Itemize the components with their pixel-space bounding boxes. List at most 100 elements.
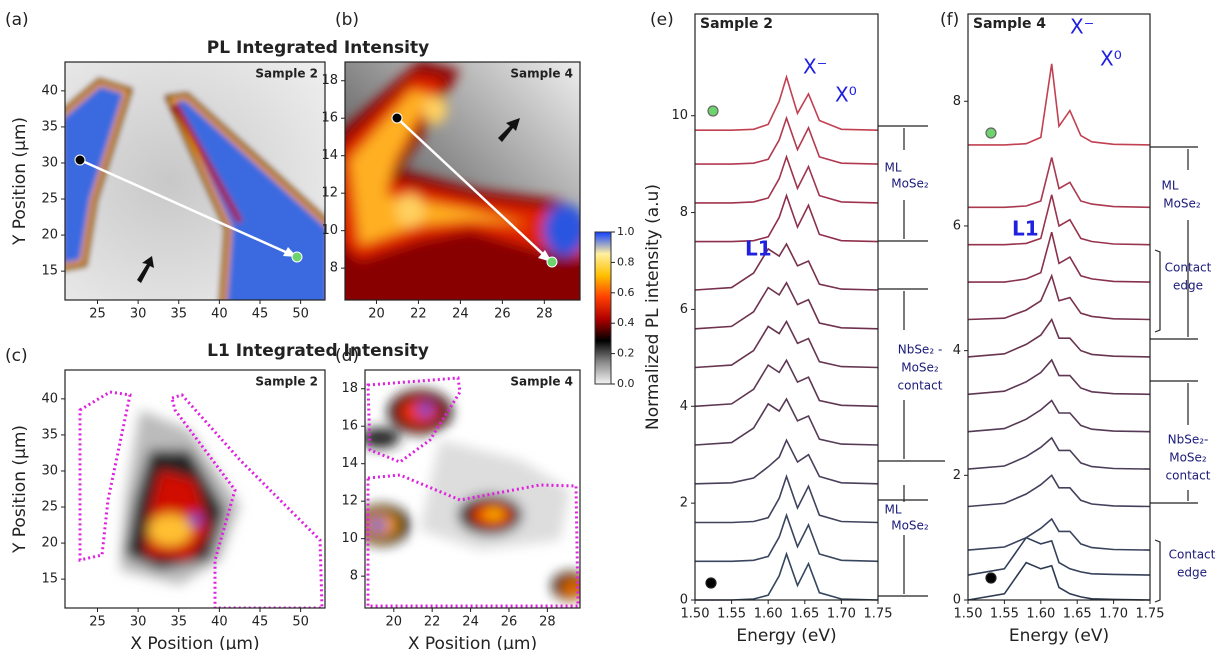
y-tick-label: 16 (341, 419, 358, 434)
heatmap-c (65, 370, 325, 608)
y-tick-label: 35 (41, 427, 58, 442)
y-tick-label: 15 (41, 264, 58, 279)
x-tick-label: 22 (424, 615, 441, 630)
heatmap-b (345, 62, 580, 300)
spectrum (695, 74, 879, 131)
panel-label: (a) (5, 10, 29, 30)
panel-label: (c) (5, 346, 28, 366)
annotation: X⁻ (803, 55, 827, 79)
spectrum (967, 517, 1151, 551)
x-tick-label: 40 (211, 615, 228, 630)
x-tick-label: 1.55 (717, 607, 746, 622)
y-tick-label: 30 (41, 155, 58, 170)
x-tick-label: 30 (130, 615, 147, 630)
colorbar-tick-label: 0.4 (617, 316, 635, 329)
y-tick-label: 4 (953, 343, 961, 358)
y-tick-label: 10 (321, 223, 338, 238)
x-tick-label: 1.70 (1099, 607, 1128, 622)
y-tick-label: 14 (321, 148, 338, 163)
y-tick-label: 12 (341, 494, 358, 509)
annotation: MoSe₂ (901, 361, 939, 375)
x-tick-label: 26 (501, 615, 518, 630)
y-tick-label: 8 (330, 261, 338, 276)
colorbar-tick-label: 0.2 (617, 347, 635, 360)
x-tick-label: 1.60 (754, 607, 783, 622)
panel-label: (e) (650, 10, 674, 30)
annotation: L1 (1012, 217, 1039, 241)
brackets-f (705, 105, 1198, 603)
spectrum (967, 273, 1151, 321)
sample-label: Sample 2 (255, 67, 318, 81)
x-tick-label: 28 (536, 307, 553, 322)
x-tick-label: 1.65 (1063, 607, 1092, 622)
annotation: X⁰ (835, 83, 857, 107)
plot-frame (344, 61, 581, 301)
plot-frame (64, 61, 326, 301)
y-tick-label: 20 (41, 536, 58, 551)
x-axis-label: Energy (eV) (1009, 626, 1109, 646)
y-tick-label: 18 (341, 381, 358, 396)
spectrum (968, 157, 1151, 209)
x-tick-label: 25 (89, 307, 106, 322)
x-tick-label: 25 (89, 615, 106, 630)
y-tick-label: 0 (953, 593, 961, 608)
sample-label: Sample 4 (510, 375, 573, 389)
x-tick-label: 26 (494, 307, 511, 322)
spectrum (968, 63, 1151, 146)
y-tick-label: 2 (953, 468, 961, 483)
annotation: Contact (1169, 548, 1216, 562)
y-tick-label: 6 (680, 302, 688, 317)
x-tick-label: 50 (292, 615, 309, 630)
annotation: contact (898, 379, 943, 393)
y-tick-label: 8 (953, 94, 961, 109)
annotation: L1 (745, 237, 772, 261)
x-tick-label: 1.50 (954, 607, 983, 622)
spectrum (967, 436, 1151, 470)
spectrum (695, 193, 879, 243)
x-tick-label: 20 (386, 615, 403, 630)
spectrum (695, 474, 879, 524)
colorbar-tick-label: 0.0 (617, 377, 635, 390)
spectrum (967, 536, 1151, 576)
heatmap-d (365, 370, 580, 608)
spectrum (695, 154, 879, 204)
x-tick-label: 28 (539, 615, 556, 630)
x-tick-label: 24 (452, 307, 469, 322)
annotation: MoSe₂ (891, 519, 929, 533)
panel-label: (f) (940, 10, 959, 30)
spectrum (695, 512, 879, 563)
colorbar-tick-label: 0.8 (617, 255, 635, 268)
x-tick-label: 45 (252, 307, 269, 322)
spectrum (694, 319, 879, 369)
y-tick-label: 40 (41, 391, 58, 406)
annotation: ML (884, 503, 901, 517)
annotation: Contact (1165, 261, 1212, 275)
annotation: X⁰ (1100, 47, 1122, 71)
x-axis-label: X Position (μm) (408, 634, 537, 650)
spectrum (695, 115, 879, 165)
x-tick-label: 1.50 (681, 607, 710, 622)
y-axis-label: Normalized PL intensity (a.u) (643, 184, 663, 430)
x-tick-label: 1.65 (790, 607, 819, 622)
annotation: NbSe₂ - (898, 343, 943, 357)
spectrum (967, 561, 1151, 601)
annotation: MoSe₂ (1163, 197, 1201, 211)
spectrum (695, 551, 879, 601)
spectrum (694, 358, 879, 408)
y-tick-label: 25 (41, 192, 58, 207)
heading: PL Integrated Intensity (207, 38, 429, 58)
spectrum (694, 438, 879, 485)
y-tick-label: 10 (341, 531, 358, 546)
plot-frame (364, 369, 581, 609)
brackets-e (878, 125, 945, 597)
y-tick-label: 8 (350, 569, 358, 584)
annotation: ML (1161, 179, 1178, 193)
y-tick-label: 14 (341, 456, 358, 471)
y-tick-label: 12 (321, 186, 338, 201)
spectrum (967, 358, 1151, 396)
spectrum (694, 242, 879, 291)
annotation: contact (1166, 469, 1211, 483)
colorbar-tick-label: 1.0 (617, 225, 635, 238)
spectrum (968, 231, 1151, 283)
